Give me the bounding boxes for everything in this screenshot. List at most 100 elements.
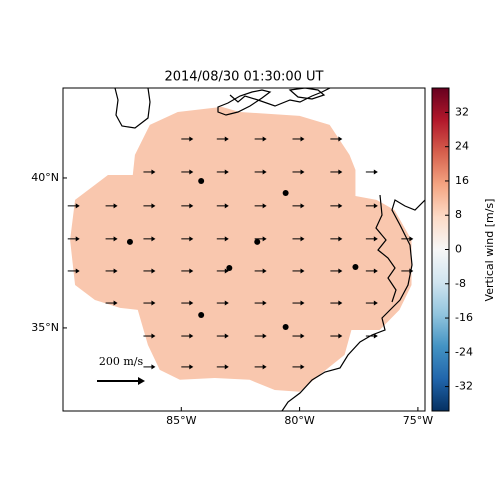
arrow-head [113,300,118,306]
wind-arrow [330,268,343,274]
lake-erie [217,89,272,116]
arrow-head [300,203,305,209]
arrow-head [262,333,267,339]
colorbar-tick-label: -8 [455,277,466,290]
wind-arrow [365,203,378,209]
radar-site [282,324,289,331]
wind-arrow [181,364,194,370]
arrow-head [373,268,378,274]
wind-arrow [254,300,267,306]
arrow-head [224,268,229,274]
wind-arrow [330,236,343,242]
wind-arrow [181,236,194,242]
arrow-head [151,300,156,306]
arrow-head [300,300,305,306]
arrow-head [224,236,229,242]
wind-arrow [254,236,267,242]
radar-site [352,264,359,271]
wind-arrow [216,136,229,142]
chart-title: 2014/08/30 01:30:00 UT [164,70,323,85]
arrow-head [373,300,378,306]
arrow-head [189,364,194,370]
arrow-head [338,169,343,175]
wind-arrow [143,203,156,209]
wind-arrow [67,268,80,274]
wind-arrow [292,169,305,175]
radar-site [198,177,205,184]
wind-arrow [181,136,194,142]
arrow-head [300,136,305,142]
wind-arrow [105,203,118,209]
wind-arrow [292,268,305,274]
wind-arrow [216,333,229,339]
wind-arrow [143,169,156,175]
wind-arrow [143,236,156,242]
arrow-head [151,169,156,175]
arrow-head [151,236,156,242]
arrow-head [224,169,229,175]
arrow-head [151,364,156,370]
colorbar-tick-label: -24 [455,345,473,358]
radar-site [282,189,289,196]
arrow-head [262,136,267,142]
arrow-head [113,203,118,209]
arrow-head [189,236,194,242]
arrow-head [189,300,194,306]
arrow-head [373,169,378,175]
arrow-head [300,333,305,339]
arrow-head [262,169,267,175]
arrow-head [373,236,378,242]
arrow-head [189,169,194,175]
arrow-head [189,333,194,339]
wind-arrow [330,300,343,306]
arrow-head [189,136,194,142]
colorbar-tick-label: 8 [455,208,462,221]
arrow-head [262,236,267,242]
wind-arrow [401,236,414,242]
radar-site [254,238,261,245]
x-tick-label: 85°W [166,414,196,427]
great-lakes-north [229,88,331,107]
wind-arrow [216,236,229,242]
wind-arrow [181,169,194,175]
wind-field [70,106,412,392]
colorbar-tick-label: 0 [455,243,462,256]
wind-arrow [254,268,267,274]
wind-arrow [365,236,378,242]
arrow-head [338,236,343,242]
reference-label: 200 m/s [99,355,144,368]
wind-arrow [330,169,343,175]
wind-arrow [181,300,194,306]
wind-arrow [330,333,343,339]
colorbar-tick-label: -16 [455,311,473,324]
wind-arrow [330,203,343,209]
wind-arrow [143,333,156,339]
wind-arrow [143,364,156,370]
arrow-head [262,268,267,274]
arrow-head [224,364,229,370]
wind-arrow [67,236,80,242]
wind-arrow [292,333,305,339]
wind-arrow [105,300,118,306]
arrow-head [113,236,118,242]
arrow-head [189,203,194,209]
coastlines [114,88,425,411]
colorbar-tick-label: 24 [455,140,469,153]
arrow-head [373,203,378,209]
map-frame [62,87,426,412]
wind-arrow [292,236,305,242]
arrow-head [338,136,343,142]
arrow-head [151,333,156,339]
wind-arrow [181,268,194,274]
arrow-head [75,268,80,274]
wind-arrow [216,169,229,175]
arrow-head [224,333,229,339]
arrow-head [262,364,267,370]
wind-arrow [292,203,305,209]
arrow-head [189,268,194,274]
x-tick-label: 80°W [284,414,314,427]
arrow-head [300,236,305,242]
arrow-head [224,300,229,306]
lake-michigan [114,88,151,129]
wind-arrow [254,169,267,175]
